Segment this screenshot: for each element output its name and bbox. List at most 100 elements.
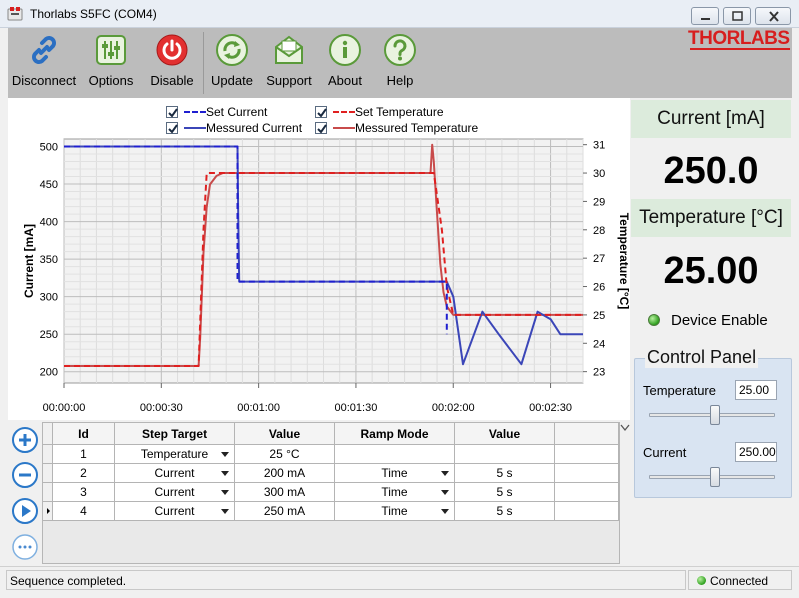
refresh-icon (216, 34, 248, 66)
options-button[interactable]: Options (82, 28, 140, 98)
update-button[interactable]: Update (207, 28, 257, 98)
measured-current-checkbox[interactable] (166, 122, 178, 134)
cell-filler (555, 483, 619, 502)
temperature-setpoint-input[interactable]: 25.00 (735, 380, 777, 400)
more-options-button[interactable] (11, 533, 39, 561)
column-header[interactable]: Value (235, 423, 335, 445)
legend-label: Set Temperature (355, 105, 444, 119)
cell-filler (555, 502, 619, 521)
ramp-mode-dropdown[interactable]: Time (335, 483, 455, 502)
cell-value[interactable]: 300 mA (235, 483, 335, 502)
dropdown-arrow-icon (221, 452, 229, 457)
row-header[interactable] (43, 464, 53, 483)
step-target-dropdown[interactable]: Current (115, 483, 235, 502)
sliders-icon (96, 35, 126, 65)
temperature-slider-thumb[interactable] (709, 405, 720, 425)
thorlabs-logo: THORLABS (688, 28, 790, 49)
status-bar: Sequence completed. Connected (0, 566, 799, 598)
toolbar: Disconnect Options Disable Update (8, 28, 792, 98)
y-right-tick-label: 30 (593, 168, 605, 180)
cell-value[interactable]: 200 mA (235, 464, 335, 483)
set-current-checkbox[interactable] (166, 106, 178, 118)
disconnect-button[interactable]: Disconnect (8, 28, 80, 98)
y-left-tick-label: 200 (40, 367, 58, 379)
set-temperature-checkbox[interactable] (315, 106, 327, 118)
sequence-table: Id Step Target Value Ramp Mode Value 1 T… (42, 422, 620, 564)
column-header[interactable]: Id (53, 423, 115, 445)
row-header[interactable] (43, 483, 53, 502)
cell-ramp-value[interactable]: 5 s (455, 483, 555, 502)
about-label: About (328, 73, 362, 88)
y-left-tick-label: 500 (40, 142, 58, 154)
cell-ramp-mode[interactable] (335, 445, 455, 464)
disable-button[interactable]: Disable (144, 28, 200, 98)
app-icon (7, 7, 23, 21)
current-setpoint-input[interactable]: 250.00 (735, 442, 777, 462)
gridlines (63, 139, 584, 383)
remove-step-button[interactable] (11, 461, 39, 489)
dropdown-arrow-icon (221, 471, 229, 476)
column-header[interactable]: Value (455, 423, 555, 445)
help-button[interactable]: Help (376, 28, 424, 98)
disable-label: Disable (150, 73, 194, 88)
chart-area: Set Current Messured Current Set Tempera… (8, 98, 630, 420)
chart[interactable]: 00:00:00 00:00:30 00:01:00 00:01:30 00:02:00… (8, 98, 630, 420)
row-header[interactable] (43, 502, 53, 521)
legend-swatch (184, 111, 206, 113)
column-header[interactable]: Step Target (115, 423, 235, 445)
chevron-down-icon[interactable] (620, 424, 630, 432)
cell-ramp-value[interactable]: 5 s (455, 464, 555, 483)
cell-value[interactable]: 250 mA (235, 502, 335, 521)
title-bar: Thorlabs S5FC (COM4) (0, 0, 799, 28)
column-header-filler (555, 423, 619, 445)
step-target-dropdown[interactable]: Current (115, 502, 235, 521)
maximize-icon (732, 11, 743, 21)
tick-labels: 00:00:00 00:00:30 00:01:00 00:01:30 00:02:00… (40, 140, 606, 414)
column-header[interactable]: Ramp Mode (335, 423, 455, 445)
about-button[interactable]: About (321, 28, 369, 98)
x-tick-label: 00:00:00 (43, 402, 86, 414)
status-message: Sequence completed. (10, 574, 127, 588)
current-setpoint-label: Current (643, 445, 687, 460)
update-label: Update (211, 73, 253, 88)
y-right-tick-label: 28 (593, 225, 605, 237)
row-header[interactable] (43, 445, 53, 464)
cell-value[interactable]: 25 °C (235, 445, 335, 464)
cell-ramp-value[interactable]: 5 s (455, 502, 555, 521)
minimize-button[interactable] (691, 7, 719, 25)
support-button[interactable]: Support (260, 28, 318, 98)
temperature-readout-value: 25.00 (663, 250, 759, 292)
checkmark-icon (168, 124, 178, 134)
status-message-panel: Sequence completed. (6, 570, 686, 590)
ramp-mode-dropdown[interactable]: Time (335, 464, 455, 483)
add-step-button[interactable] (11, 426, 39, 454)
legend-swatch (333, 127, 355, 129)
temperature-readout-label: Temperature [°C] (631, 199, 791, 237)
x-tick-label: 00:02:00 (432, 402, 475, 414)
y-left-tick-label: 300 (40, 292, 58, 304)
run-sequence-button[interactable] (11, 497, 39, 525)
close-button[interactable] (755, 7, 791, 25)
measured-temperature-checkbox[interactable] (315, 122, 327, 134)
dropdown-arrow-icon (221, 490, 229, 495)
disconnect-label: Disconnect (11, 73, 77, 88)
step-target-dropdown[interactable]: Current (115, 464, 235, 483)
legend-swatch (333, 111, 355, 113)
connected-led-icon (697, 576, 706, 585)
cell-id: 3 (53, 483, 115, 502)
ramp-mode-dropdown[interactable]: Time (335, 502, 455, 521)
led-green-icon (648, 314, 660, 326)
question-icon (384, 34, 416, 66)
cell-ramp-value[interactable] (455, 445, 555, 464)
step-target-dropdown[interactable]: Temperature (115, 445, 235, 464)
envelope-icon (275, 35, 303, 64)
device-enable-label: Device Enable (671, 312, 768, 329)
y-right-tick-label: 31 (593, 140, 605, 152)
support-label: Support (266, 73, 312, 88)
y-right-tick-label: 25 (593, 310, 605, 322)
maximize-button[interactable] (723, 7, 751, 25)
legend-label: Messured Current (206, 121, 303, 135)
current-slider-thumb[interactable] (709, 467, 720, 487)
y-left-tick-label: 350 (40, 254, 58, 266)
y-right-tick-label: 26 (593, 282, 605, 294)
